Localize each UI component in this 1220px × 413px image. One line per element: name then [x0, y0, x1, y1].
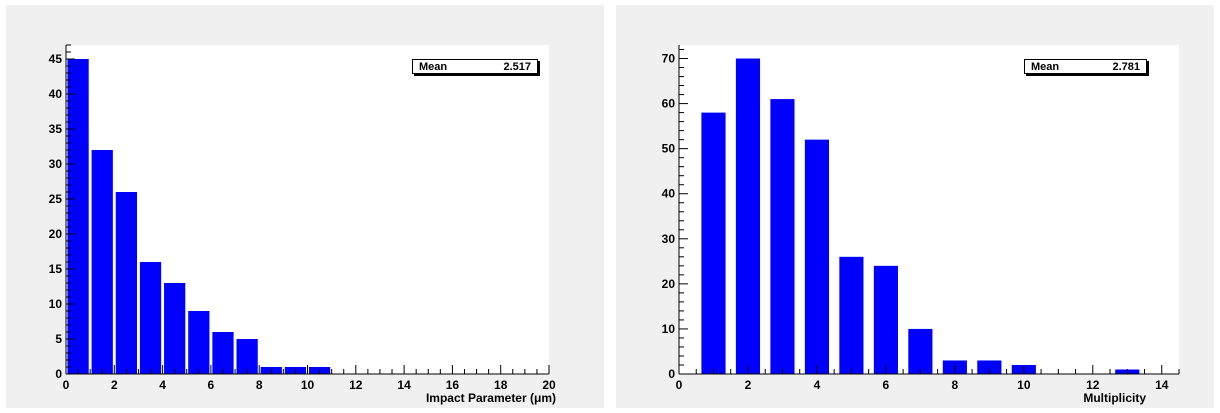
impact-parameter-histogram: 0 2 4 6 8 10 12 14 16 18 20 0 5 10 15 20 25 30 35 40 45: [49, 44, 556, 392]
histogram-bar: [164, 283, 186, 374]
histogram-bar: [212, 332, 234, 374]
stats-mean-value: 2.517: [503, 61, 531, 73]
y-tick-label: 25: [49, 192, 63, 206]
multiplicity-histogram: 0 2 4 6 8 10 12 14 0 10 20 30 40 50 60 70: [662, 45, 1180, 392]
x-tick-label: 2: [745, 378, 752, 392]
histogram-bar: [188, 311, 210, 374]
x-tick-label: 10: [301, 378, 315, 392]
y-tick-label: 10: [49, 297, 63, 311]
y-tick-label: 50: [662, 142, 676, 156]
y-tick-label: 15: [49, 262, 63, 276]
x-tick-label: 2: [111, 378, 118, 392]
histogram-panel-impact-parameter: 0 2 4 6 8 10 12 14 16 18 20 0 5 10 15 20 25 30 35 40 45 Mean…: [6, 5, 604, 408]
stats-mean-label: Mean: [1031, 61, 1060, 73]
y-tick-label: 20: [662, 277, 676, 291]
y-tick-label: 60: [662, 97, 676, 111]
histogram-bar: [804, 139, 829, 374]
x-tick-label: 4: [159, 378, 166, 392]
x-tick-label: 12: [1086, 378, 1100, 392]
x-tick-label: 20: [542, 378, 556, 392]
x-axis-title: Impact Parameter (μm): [425, 391, 556, 405]
x-tick-label: 12: [349, 378, 363, 392]
histogram-bar: [115, 192, 138, 374]
y-tick-label: 45: [49, 52, 63, 66]
x-tick-label: 4: [814, 378, 821, 392]
histogram-bar: [908, 328, 933, 374]
histogram-bar: [91, 150, 113, 374]
x-tick-label: 6: [208, 378, 215, 392]
stats-box: Mean 2.517: [412, 59, 538, 74]
x-tick-label: 6: [883, 378, 890, 392]
y-tick-label: 40: [662, 187, 676, 201]
stats-mean-value: 2.781: [1112, 61, 1140, 73]
histogram-bar: [236, 339, 258, 374]
stats-mean-label: Mean: [419, 61, 448, 73]
y-tick-label: 5: [55, 332, 62, 346]
histogram-bar: [873, 265, 898, 374]
histogram-bar: [139, 262, 162, 374]
y-tick-label: 30: [49, 157, 63, 171]
x-axis-title: Multiplicity: [1083, 391, 1146, 405]
plot-area: [66, 45, 549, 374]
histogram-panel-multiplicity: 0 2 4 6 8 10 12 14 0 10 20 30 40 50 60 70 Mean 2.781 Mu…: [616, 5, 1214, 408]
y-tick-label: 0: [55, 367, 62, 381]
x-tick-label: 0: [676, 378, 683, 392]
histogram-bar: [701, 112, 726, 375]
x-tick-label: 14: [1155, 378, 1169, 392]
y-tick-label: 20: [49, 227, 63, 241]
plot-area: [679, 45, 1179, 374]
y-tick-label: 40: [49, 87, 63, 101]
x-tick-label: 0: [63, 378, 70, 392]
histogram-bar: [67, 59, 89, 374]
x-tick-label: 18: [494, 378, 508, 392]
histogram-bar: [735, 58, 761, 375]
x-tick-label: 10: [1017, 378, 1031, 392]
histogram-bar: [839, 256, 864, 374]
y-tick-label: 30: [662, 232, 676, 246]
x-tick-label: 8: [256, 378, 263, 392]
x-tick-label: 14: [397, 378, 411, 392]
y-tick-label: 35: [49, 122, 63, 136]
x-tick-label: 8: [952, 378, 959, 392]
y-tick-label: 70: [662, 52, 676, 66]
histogram-bar: [977, 360, 1002, 374]
y-tick-label: 10: [662, 322, 676, 336]
y-tick-label: 0: [668, 367, 675, 381]
stats-box: Mean 2.781: [1024, 59, 1147, 74]
histogram-bar: [770, 99, 795, 375]
x-tick-label: 16: [446, 378, 460, 392]
